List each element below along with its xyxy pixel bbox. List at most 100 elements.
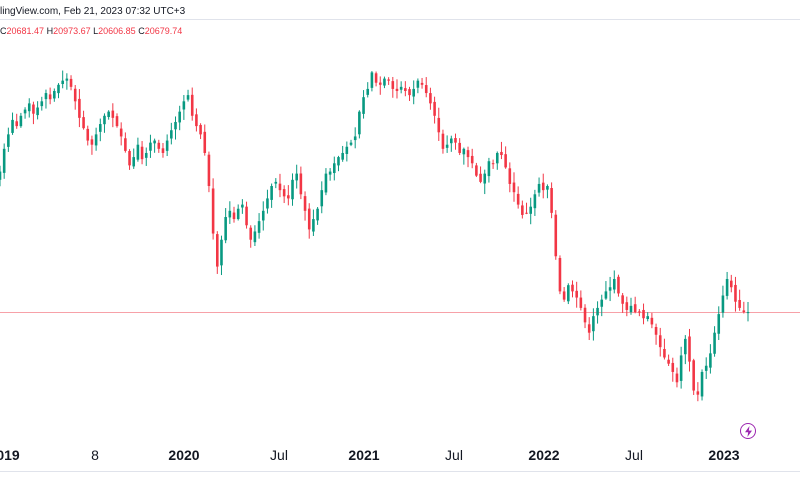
candle [241,199,244,214]
candle-body [684,338,687,355]
candle [232,206,236,223]
candle [429,87,432,110]
candle [253,225,257,246]
candle-body [44,93,48,100]
candle [128,149,131,170]
candle [333,156,336,181]
candle [299,166,303,200]
candle-body [61,80,64,85]
candle-body [299,173,303,195]
candle [541,173,545,199]
candle-body [516,193,520,205]
candle [638,309,641,317]
candle-body [491,163,495,165]
candle [295,164,298,189]
candle-body [303,196,307,211]
candle-body [433,101,436,116]
candle-body [282,189,286,197]
candle-body [441,133,445,149]
candle [558,255,562,295]
candle-body [337,157,340,166]
candle [57,83,60,99]
candle [629,297,633,315]
candle [483,169,487,195]
candle [424,77,428,98]
candle-body [567,285,570,302]
candle [19,112,23,128]
bolt-button[interactable] [740,423,756,439]
candle [220,235,223,276]
candle-body [324,173,328,193]
candle [554,210,558,260]
candle [420,77,424,89]
candle [98,118,102,142]
candle-body [483,173,487,184]
candle [550,182,553,219]
candle [650,312,654,329]
candle-body [333,163,336,174]
candle [479,166,482,184]
candle [709,344,712,374]
candle-body [378,82,382,85]
candle-body [612,278,616,290]
candle [236,204,240,221]
candle [625,296,629,317]
candle [734,276,737,312]
candle-body [370,72,374,88]
candle-body [257,221,261,233]
candle-body [537,183,541,193]
candle-body [90,139,94,145]
candle [533,189,537,216]
candle [353,127,357,149]
candle-body [266,198,269,209]
candle [303,191,307,221]
candle-body [78,98,81,118]
candle [391,76,395,98]
candle-body [495,152,499,164]
candle-body [429,93,432,104]
candle-body [658,335,662,348]
candle [291,173,294,206]
candle-body [709,353,712,368]
lightning-bolt-icon [744,425,752,437]
candle-body [696,391,700,395]
candle [378,76,382,95]
candle-body [199,124,202,135]
candle-body [525,212,528,214]
x-tick-label: 2021 [348,447,379,463]
candle [646,312,650,322]
candle [53,88,56,102]
candle [462,147,466,165]
candle [228,201,232,224]
candle-body [521,205,524,215]
candle [211,178,215,240]
candle [654,323,658,345]
candle [69,75,73,91]
candle-body [328,171,332,175]
candle [571,280,574,298]
candle-body [387,79,390,81]
candle-body [546,186,549,190]
candle [374,71,378,87]
candle [90,135,94,155]
candle-body [416,80,420,88]
candle-body [583,307,587,323]
candle [658,327,662,357]
candle-body [575,290,578,298]
candle-body [349,142,353,145]
candle [508,162,512,193]
candle-body [149,142,152,151]
candle-body [287,195,290,199]
candle-body [412,88,415,97]
candle [316,207,319,225]
candle-body [157,142,161,149]
candle-body [571,284,574,292]
candle-body [604,291,608,299]
candle-body [374,73,378,83]
candle [491,159,495,169]
candle-body [140,146,144,160]
candle-body [487,161,491,177]
x-tick-label: 2020 [168,447,199,463]
candle-body [69,78,73,87]
